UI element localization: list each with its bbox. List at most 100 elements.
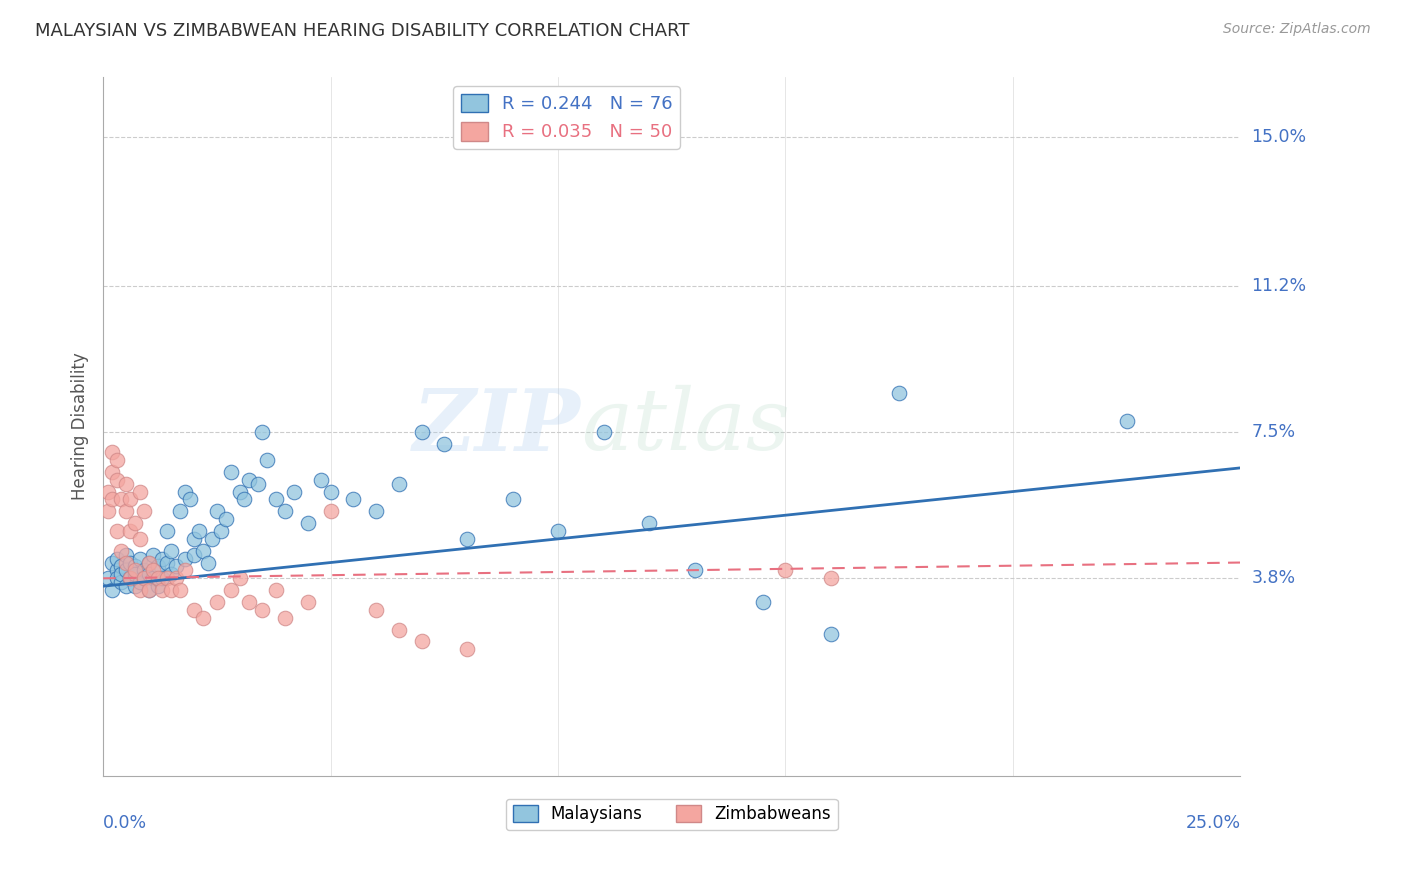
Point — [132, 571, 155, 585]
Point — [105, 551, 128, 566]
Point — [115, 563, 138, 577]
Point — [132, 563, 155, 577]
Point — [101, 492, 124, 507]
Point — [138, 556, 160, 570]
Point — [502, 492, 524, 507]
Point — [205, 595, 228, 609]
Point — [411, 634, 433, 648]
Point — [120, 556, 142, 570]
Point — [146, 559, 169, 574]
Text: MALAYSIAN VS ZIMBABWEAN HEARING DISABILITY CORRELATION CHART: MALAYSIAN VS ZIMBABWEAN HEARING DISABILI… — [35, 22, 690, 40]
Point — [132, 571, 155, 585]
Point — [820, 571, 842, 585]
Point — [156, 571, 179, 585]
Point — [193, 543, 215, 558]
Point — [775, 563, 797, 577]
Point — [128, 575, 150, 590]
Point — [124, 563, 146, 577]
Point — [110, 567, 132, 582]
Point — [456, 642, 478, 657]
Point — [156, 524, 179, 538]
Legend: Malaysians, Zimbabweans: Malaysians, Zimbabweans — [506, 798, 838, 830]
Point — [97, 504, 120, 518]
Point — [364, 504, 387, 518]
Point — [142, 571, 165, 585]
Point — [233, 492, 256, 507]
Point — [124, 579, 146, 593]
Point — [124, 567, 146, 582]
Point — [110, 543, 132, 558]
Point — [283, 484, 305, 499]
Point — [889, 386, 911, 401]
Point — [142, 563, 165, 577]
Point — [219, 465, 242, 479]
Point — [256, 453, 278, 467]
Point — [105, 571, 128, 585]
Point — [120, 524, 142, 538]
Point — [150, 571, 173, 585]
Text: Source: ZipAtlas.com: Source: ZipAtlas.com — [1223, 22, 1371, 37]
Point — [115, 504, 138, 518]
Point — [201, 532, 224, 546]
Point — [683, 563, 706, 577]
Point — [138, 583, 160, 598]
Y-axis label: Hearing Disability: Hearing Disability — [72, 352, 89, 500]
Point — [274, 504, 297, 518]
Point — [179, 492, 201, 507]
Point — [132, 504, 155, 518]
Point — [146, 579, 169, 593]
Point — [364, 603, 387, 617]
Point — [120, 492, 142, 507]
Point — [97, 571, 120, 585]
Point — [252, 603, 274, 617]
Point — [165, 559, 187, 574]
Point — [160, 567, 183, 582]
Point — [174, 551, 197, 566]
Point — [174, 563, 197, 577]
Point — [165, 571, 187, 585]
Point — [101, 445, 124, 459]
Point — [264, 583, 287, 598]
Point — [101, 465, 124, 479]
Point — [592, 425, 614, 440]
Point — [252, 425, 274, 440]
Point — [193, 611, 215, 625]
Point — [128, 583, 150, 598]
Point — [128, 484, 150, 499]
Point — [105, 453, 128, 467]
Point — [274, 611, 297, 625]
Point — [120, 571, 142, 585]
Point — [124, 516, 146, 530]
Point — [388, 476, 411, 491]
Point — [219, 583, 242, 598]
Point — [183, 603, 205, 617]
Point — [238, 473, 260, 487]
Point — [160, 543, 183, 558]
Point — [311, 473, 333, 487]
Text: 15.0%: 15.0% — [1251, 128, 1306, 145]
Point — [105, 473, 128, 487]
Point — [110, 559, 132, 574]
Point — [160, 583, 183, 598]
Point — [433, 437, 456, 451]
Point — [174, 484, 197, 499]
Text: atlas: atlas — [581, 385, 790, 467]
Point — [547, 524, 569, 538]
Point — [319, 484, 342, 499]
Point — [209, 524, 232, 538]
Point — [115, 548, 138, 562]
Text: 0.0%: 0.0% — [103, 814, 148, 832]
Point — [456, 532, 478, 546]
Point — [411, 425, 433, 440]
Point — [297, 516, 319, 530]
Text: ZIP: ZIP — [413, 384, 581, 468]
Point — [146, 571, 169, 585]
Point — [183, 532, 205, 546]
Point — [156, 556, 179, 570]
Point — [638, 516, 661, 530]
Point — [197, 556, 219, 570]
Point — [150, 551, 173, 566]
Point — [101, 556, 124, 570]
Point — [342, 492, 364, 507]
Point — [110, 492, 132, 507]
